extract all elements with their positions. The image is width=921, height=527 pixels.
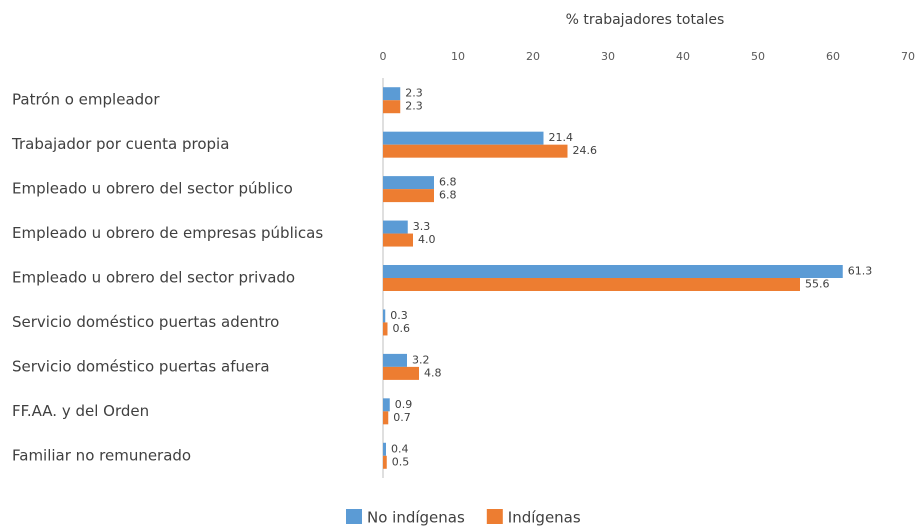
legend-label: No indígenas <box>367 509 465 527</box>
value-label: 0.4 <box>391 442 409 455</box>
y-tick-label: FF.AA. y del Orden <box>12 402 149 420</box>
y-tick-label: Empleado u obrero de empresas públicas <box>12 224 323 242</box>
y-tick-label: Trabajador por cuenta propia <box>11 135 229 153</box>
bar <box>383 442 386 456</box>
bar <box>383 233 413 247</box>
y-tick-label: Familiar no remunerado <box>12 446 191 464</box>
value-label: 0.9 <box>395 398 413 411</box>
value-label: 55.6 <box>805 278 830 291</box>
x-tick-label: 40 <box>676 50 690 63</box>
value-label: 0.6 <box>393 322 411 335</box>
bar <box>383 398 390 412</box>
bar <box>383 265 843 278</box>
x-tick-label: 30 <box>601 50 615 63</box>
y-tick-label: Patrón o empleador <box>12 91 160 109</box>
legend-label: Indígenas <box>508 509 581 527</box>
value-label: 6.8 <box>439 189 457 202</box>
y-tick-label: Empleado u obrero del sector público <box>12 180 293 198</box>
value-label: 2.3 <box>405 87 423 100</box>
bar <box>383 220 408 234</box>
x-tick-label: 0 <box>380 50 387 63</box>
x-tick-label: 60 <box>826 50 840 63</box>
x-tick-label: 70 <box>901 50 915 63</box>
legend-swatch <box>346 509 362 524</box>
value-label: 6.8 <box>439 176 457 189</box>
value-label: 61.3 <box>848 265 873 278</box>
bar <box>383 87 401 101</box>
bar <box>383 278 800 291</box>
bar <box>383 131 544 145</box>
value-label: 2.3 <box>405 100 423 113</box>
value-label: 0.5 <box>392 455 410 468</box>
value-label: 3.3 <box>413 220 431 233</box>
bar <box>383 189 434 203</box>
value-label: 0.7 <box>393 411 411 424</box>
y-tick-label: Servicio doméstico puertas afuera <box>12 357 270 375</box>
value-label: 3.2 <box>412 353 430 366</box>
legend-swatch <box>486 509 503 524</box>
y-tick-label: Empleado u obrero del sector privado <box>12 269 295 287</box>
bar <box>383 366 419 380</box>
bar <box>383 100 401 114</box>
value-label: 4.8 <box>424 366 442 379</box>
bar <box>383 411 389 425</box>
x-tick-label: 10 <box>451 50 465 63</box>
bar <box>383 144 568 158</box>
bar <box>383 322 388 336</box>
bar <box>383 353 407 367</box>
value-label: 0.3 <box>390 309 408 322</box>
value-label: 4.0 <box>418 233 436 246</box>
x-tick-label: 20 <box>526 50 540 63</box>
x-tick-label: 50 <box>751 50 765 63</box>
bar <box>383 176 434 190</box>
axis-title: % trabajadores totales <box>566 12 725 28</box>
value-label: 21.4 <box>549 131 574 144</box>
value-label: 24.6 <box>573 144 598 157</box>
bar <box>383 455 387 469</box>
bar <box>383 309 386 323</box>
y-tick-label: Servicio doméstico puertas adentro <box>12 313 279 331</box>
